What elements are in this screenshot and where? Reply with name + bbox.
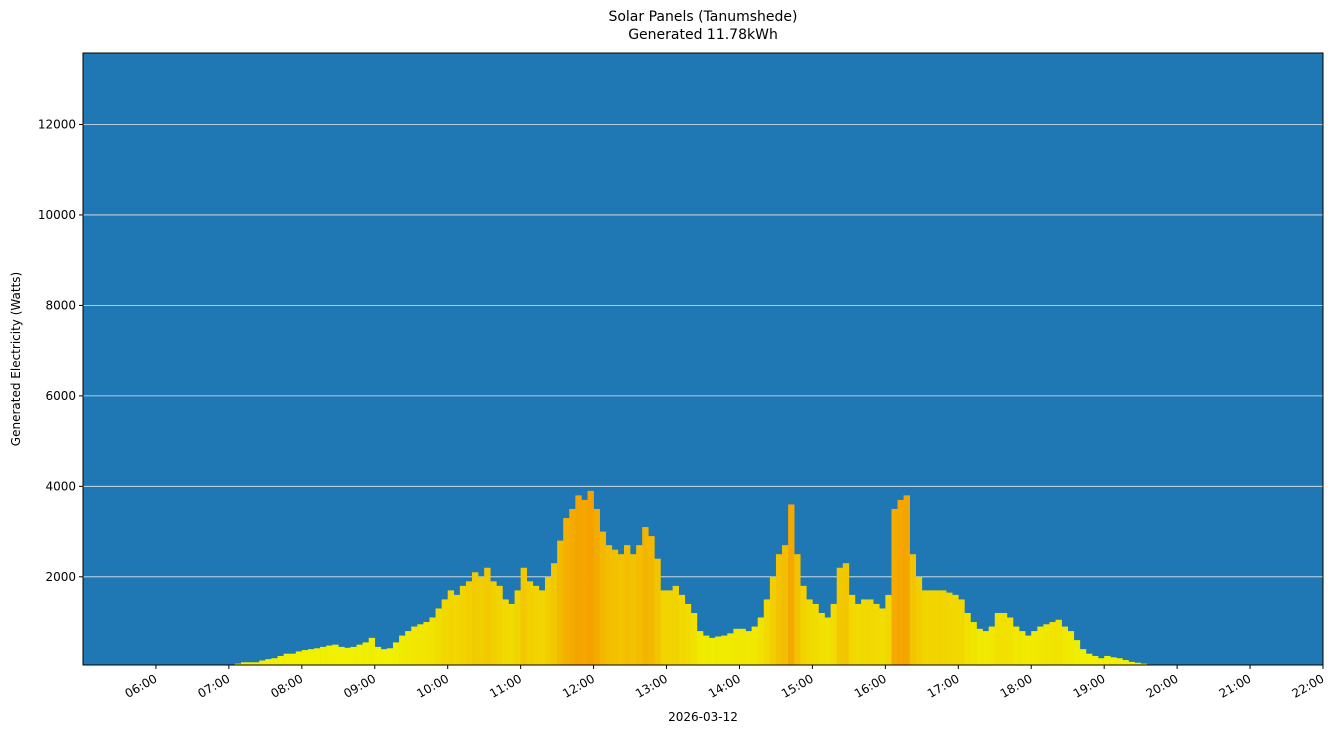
y-tick-label: 2000 <box>45 570 76 584</box>
x-tick-label: 21:00 <box>1217 671 1254 700</box>
y-tick-label: 8000 <box>45 298 76 312</box>
x-tick-label: 09:00 <box>341 671 378 700</box>
gridlines <box>83 124 1323 578</box>
plot-area <box>83 53 1323 665</box>
x-tick-label: 08:00 <box>268 671 305 700</box>
x-tick-label: 15:00 <box>779 671 816 700</box>
y-tick-label: 12000 <box>38 117 76 131</box>
x-tick-label: 14:00 <box>706 671 743 700</box>
y-axis: 2000 4000 6000 8000 10000 12000 <box>38 117 83 584</box>
x-tick-label: 13:00 <box>633 671 670 700</box>
x-tick-label: 16:00 <box>852 671 889 700</box>
y-axis-label: Generated Electricity (Watts) <box>9 271 23 447</box>
x-tick-label: 11:00 <box>487 671 524 700</box>
x-tick-label: 18:00 <box>998 671 1035 700</box>
y-tick-label: 4000 <box>45 479 76 493</box>
x-tick-label: 22:00 <box>1290 671 1327 700</box>
plot-frame <box>82 52 1324 666</box>
chart-subtitle: Generated 11.78kWh <box>628 27 778 43</box>
y-tick-label: 10000 <box>38 208 76 222</box>
x-tick-label: 10:00 <box>414 671 451 700</box>
x-tick-label: 19:00 <box>1071 671 1108 700</box>
x-tick-label: 12:00 <box>560 671 597 700</box>
x-tick-label: 07:00 <box>195 671 232 700</box>
chart-title: Solar Panels (Tanumshede) <box>608 9 798 25</box>
data-bars <box>198 490 1184 665</box>
y-tick-label: 6000 <box>45 389 76 403</box>
x-axis: 06:00 07:00 08:00 09:00 10:00 11:00 12:00 13:00… <box>122 665 1327 701</box>
x-tick-label: 20:00 <box>1144 671 1181 700</box>
x-tick-label: 17:00 <box>925 671 962 700</box>
x-tick-label: 06:00 <box>122 671 159 700</box>
x-axis-label: 2026-03-12 <box>668 710 738 724</box>
